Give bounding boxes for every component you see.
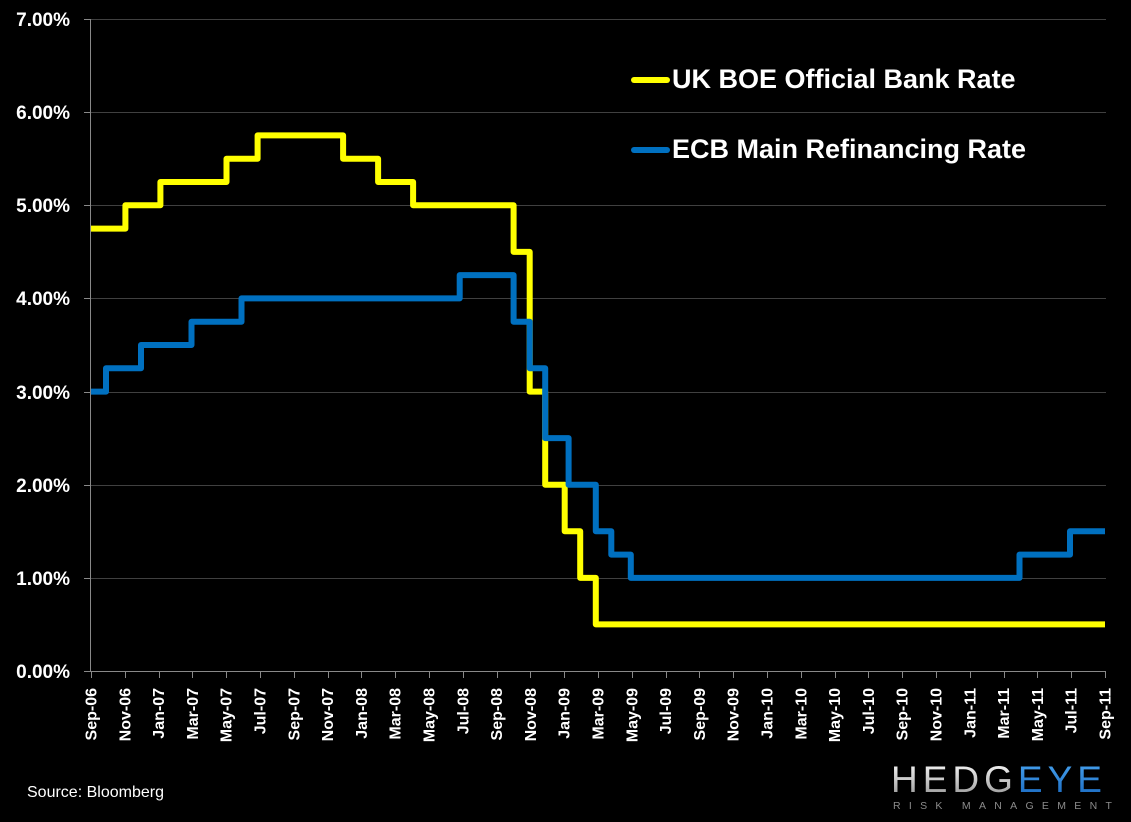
x-tick-label: Jan-07 xyxy=(151,688,168,739)
x-tick-label: Nov-07 xyxy=(320,688,337,741)
x-tick-label: Jul-07 xyxy=(253,688,270,734)
x-tick-label: Mar-08 xyxy=(388,688,405,740)
logo-wordmark: HEDGEYE xyxy=(891,759,1107,800)
x-tick-label: Jan-08 xyxy=(354,688,371,739)
x-tick-label: Mar-09 xyxy=(591,688,608,740)
y-tick-label: 5.00% xyxy=(16,196,70,217)
x-tick-label: May-10 xyxy=(827,688,844,742)
legend-label-uk-boe: UK BOE Official Bank Rate xyxy=(672,64,1016,94)
series-line-ecb xyxy=(91,272,1105,581)
x-tick-label: May-09 xyxy=(624,688,641,742)
x-tick-label: Mar-10 xyxy=(793,688,810,740)
x-tick-label: Jan-10 xyxy=(760,688,777,739)
series-line-uk-boe xyxy=(91,132,1105,628)
y-axis-labels: 0.00% 1.00% 2.00% 3.00% 4.00% 5.00% 6.00% 7.00% xyxy=(16,10,70,683)
x-tick-label: Sep-09 xyxy=(692,688,709,741)
x-tick-label: May-11 xyxy=(1030,688,1047,741)
x-tick-label: Sep-10 xyxy=(895,688,912,741)
logo-word-right: EYE xyxy=(1018,759,1107,800)
x-tick-label: Mar-07 xyxy=(185,688,202,740)
legend-item-ecb: ECB Main Refinancing Rate xyxy=(631,134,1026,164)
x-tick-label: May-07 xyxy=(219,688,236,742)
x-tick-label: Nov-10 xyxy=(929,688,946,741)
x-tick-label: Sep-06 xyxy=(84,688,101,741)
x-tick-label: Sep-07 xyxy=(286,688,303,741)
x-tick-label: Jan-09 xyxy=(557,688,574,739)
x-axis-labels: Sep-06 Nov-06 Jan-07 Mar-07 May-07 Jul-07 Sep-… xyxy=(84,688,1115,742)
x-tick-label: Mar-11 xyxy=(996,688,1013,739)
x-tick-label: Nov-08 xyxy=(523,688,540,741)
y-tick-label: 6.00% xyxy=(16,103,70,124)
x-tick-label: Jan-11 xyxy=(962,688,979,738)
logo-word-left: HEDG xyxy=(891,759,1018,800)
y-tick-label: 0.00% xyxy=(16,662,70,683)
x-tick-label: Sep-11 xyxy=(1098,688,1115,740)
x-tick-label: Sep-08 xyxy=(489,688,506,741)
y-tick-label: 7.00% xyxy=(16,10,70,31)
plot-series xyxy=(91,132,1105,628)
y-tick-label: 2.00% xyxy=(16,476,70,497)
x-tick-label: Jul-10 xyxy=(861,688,878,734)
hedgeye-logo: HEDGEYE RISK MANAGEMENT xyxy=(891,759,1120,812)
source-note: Source: Bloomberg xyxy=(27,784,164,801)
x-tick-label: Jul-09 xyxy=(658,688,675,734)
x-tick-label: May-08 xyxy=(422,688,439,742)
axes xyxy=(84,19,1106,678)
x-tick-label: Nov-06 xyxy=(117,688,134,741)
x-tick-label: Jul-11 xyxy=(1064,688,1081,733)
y-tick-label: 3.00% xyxy=(16,383,70,404)
y-tick-label: 1.00% xyxy=(16,569,70,590)
legend-item-uk-boe: UK BOE Official Bank Rate xyxy=(631,64,1016,94)
logo-tagline: RISK MANAGEMENT xyxy=(893,800,1120,812)
x-tick-label: Jul-08 xyxy=(455,688,472,734)
x-tick-label: Nov-09 xyxy=(726,688,743,741)
legend-label-ecb: ECB Main Refinancing Rate xyxy=(672,134,1026,164)
legend: UK BOE Official Bank Rate ECB Main Refin… xyxy=(631,64,1026,164)
y-tick-label: 4.00% xyxy=(16,289,70,310)
